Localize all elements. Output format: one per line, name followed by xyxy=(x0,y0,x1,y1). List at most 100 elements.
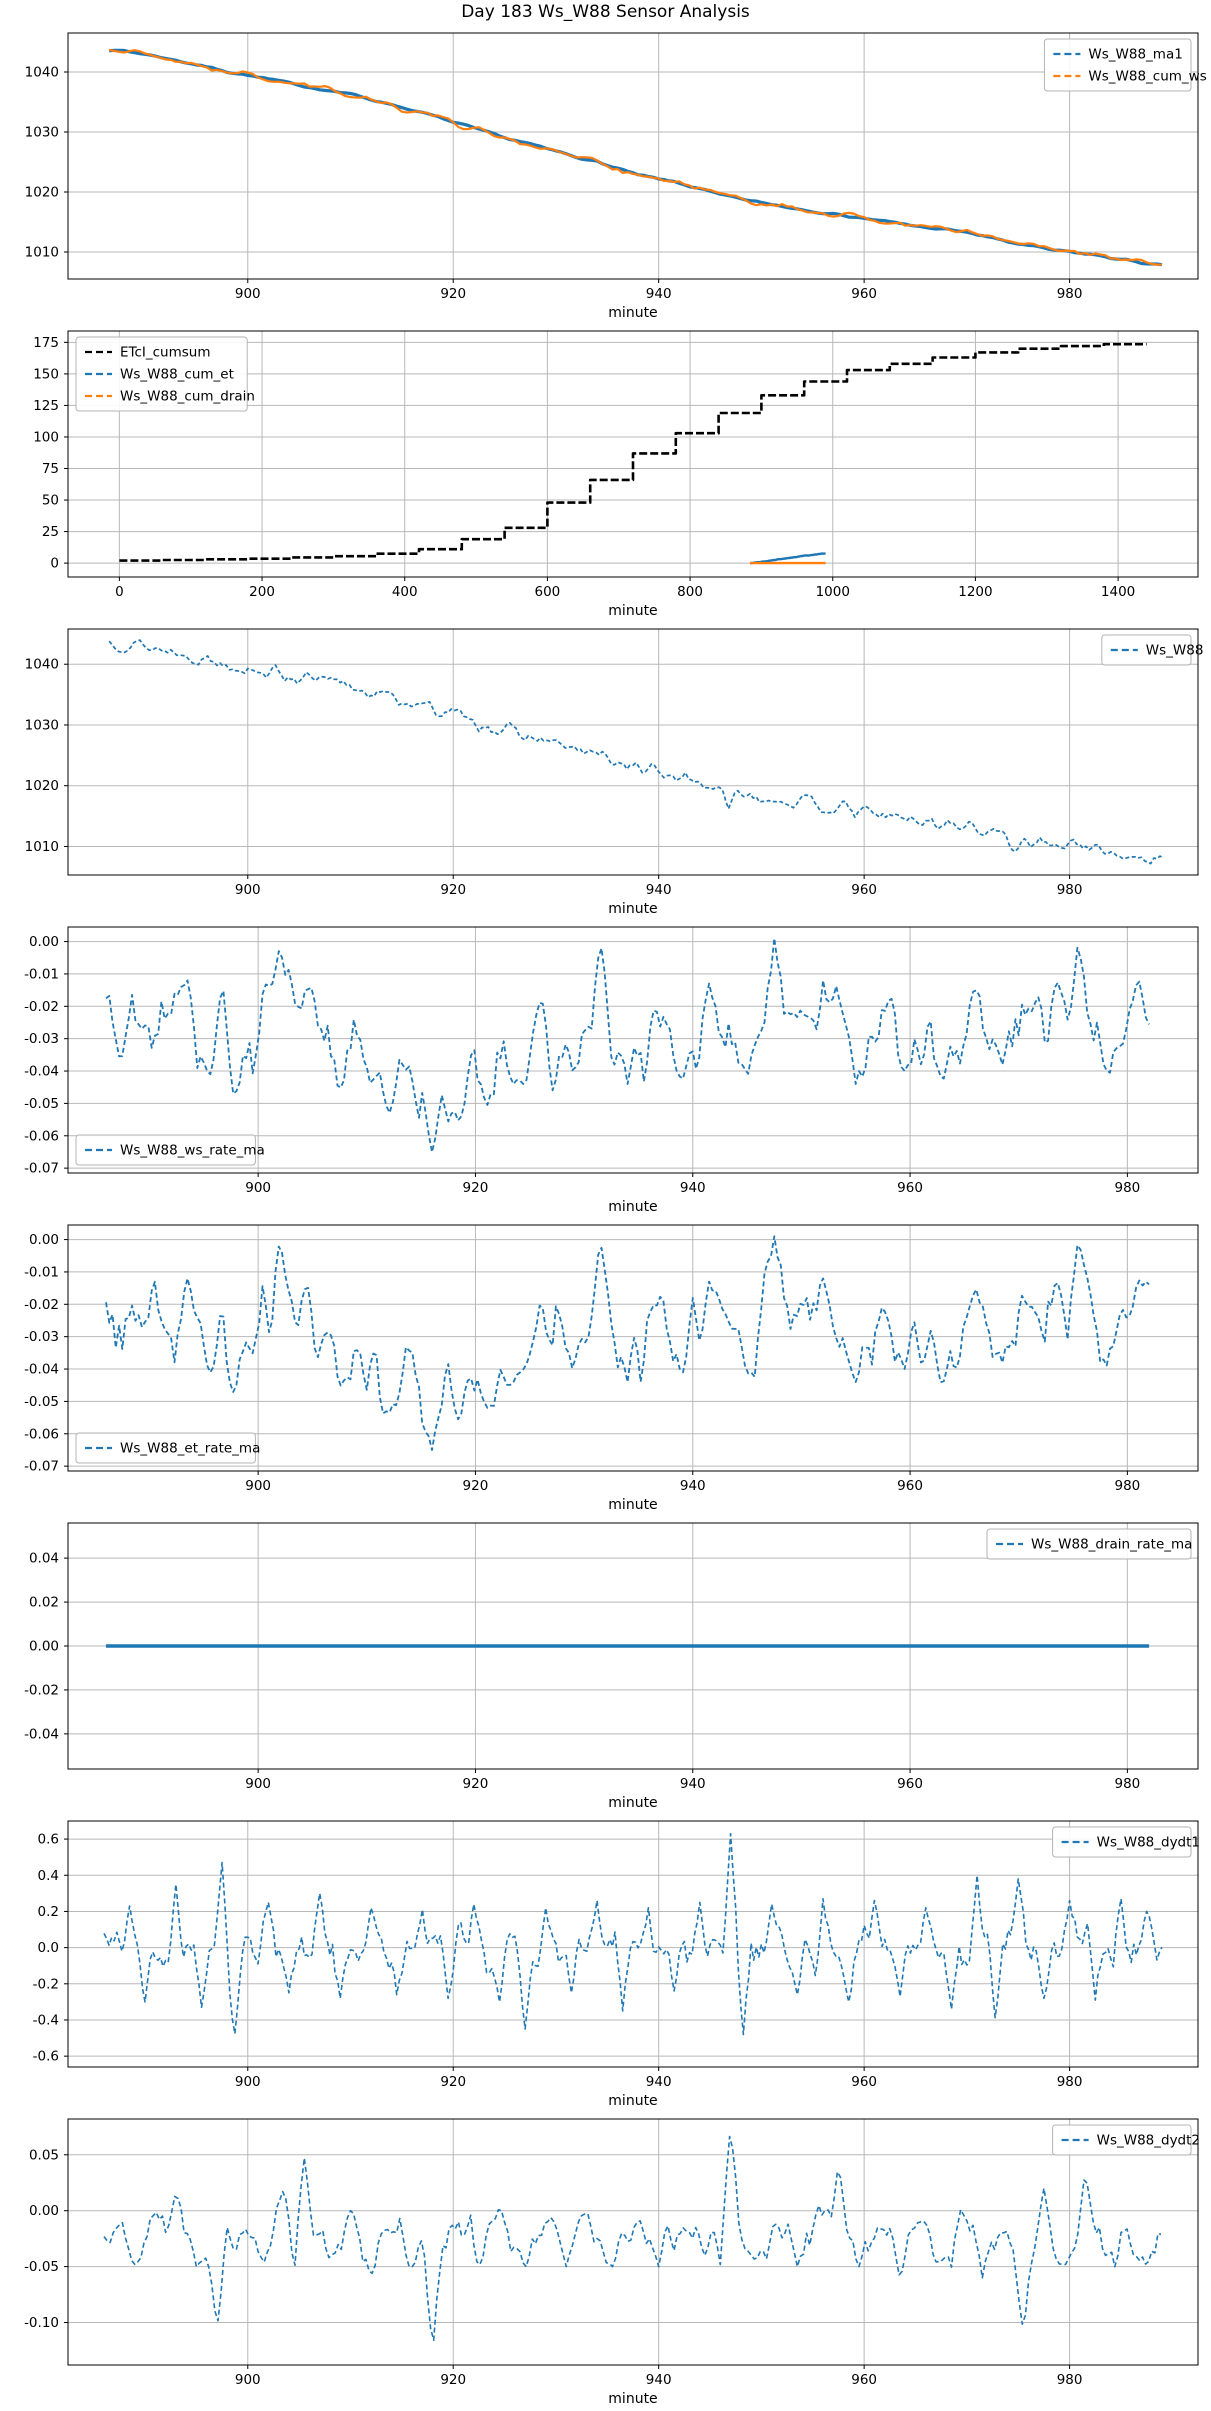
y-tick-label: 0 xyxy=(50,556,59,572)
subplot-6-canvas: 900 920 940 960 980 -0.04 -0.02 0.00 0.02 0.04 min… xyxy=(0,1515,1211,1813)
plot-background xyxy=(0,1217,1211,1515)
y-tick-label: -0.05 xyxy=(24,1394,59,1410)
x-tick-label: 940 xyxy=(680,1478,706,1494)
subplot-cumulative: 0 200 400 600 800 1000 1200 1400 0 25 50 75 100 125 15… xyxy=(0,323,1211,621)
x-tick-label: 980 xyxy=(1057,2074,1083,2090)
x-axis-label: minute xyxy=(608,901,657,917)
axes xyxy=(67,32,1199,280)
legend: Ws_W88_drain_rate_ma xyxy=(986,1528,1192,1560)
tick-marks xyxy=(64,941,1128,1177)
x-axis-label: minute xyxy=(608,603,657,619)
x-axis-label: minute xyxy=(608,2093,657,2109)
legend-label: Ws_W88_ma1 xyxy=(1088,47,1182,63)
axes xyxy=(67,1224,1199,1472)
plot-background xyxy=(0,621,1211,919)
series-group xyxy=(105,937,1150,1153)
y-tick-label: 1010 xyxy=(25,245,59,261)
tick-marks xyxy=(64,1838,1071,2071)
y-tick-label: -0.07 xyxy=(24,1161,59,1177)
subplot-4-canvas: 900 920 940 960 980 -0.07 -0.06 -0.05 -0.04 -0.03… xyxy=(0,919,1211,1217)
series-Ws_W88_et_rate_ma xyxy=(105,1235,1150,1451)
y-tick-label: 0.4 xyxy=(38,1868,59,1884)
legend-label: Ws_W88_drain_rate_ma xyxy=(1031,1537,1192,1553)
series-Ws_W88 xyxy=(108,639,1164,865)
legend-label: Ws_W88 xyxy=(1146,643,1204,659)
legend: Ws_W88_ma1 Ws_W88_cum_ws xyxy=(1043,38,1207,92)
y-tick-label: 1040 xyxy=(25,657,59,673)
tick-marks xyxy=(64,341,1119,581)
y-tick-label: -0.02 xyxy=(24,999,59,1015)
grid-lines xyxy=(68,2119,1198,2365)
axes xyxy=(67,628,1199,876)
subplot-dydt2: 900 920 940 960 980 -0.10 -0.05 0.00 0.05 minute W… xyxy=(0,2111,1211,2409)
x-tick-label: 980 xyxy=(1114,1180,1140,1196)
tick-labels: 900 920 940 960 980 -0.07 -0.06 -0.05 -0.04 -0.03… xyxy=(24,934,1140,1196)
x-tick-label: 900 xyxy=(245,1180,271,1196)
x-tick-label: 980 xyxy=(1057,286,1083,302)
series-ETcI_cumsum xyxy=(119,342,1147,562)
y-tick-label: -0.03 xyxy=(24,1329,59,1345)
y-tick-label: -0.05 xyxy=(24,1096,59,1112)
tick-labels: 900 920 940 960 980 -0.07 -0.06 -0.05 -0.04 -0.03… xyxy=(24,1232,1140,1494)
y-tick-label: 150 xyxy=(33,366,59,382)
axes xyxy=(67,1820,1199,2068)
legend-label: Ws_W88_et_rate_ma xyxy=(120,1441,260,1457)
x-tick-label: 920 xyxy=(440,882,466,898)
legend-label: Ws_W88_cum_ws xyxy=(1088,69,1206,85)
x-tick-label: 940 xyxy=(646,286,672,302)
y-tick-label: 1030 xyxy=(25,717,59,733)
x-tick-label: 600 xyxy=(535,584,561,600)
legend-label: ETcI_cumsum xyxy=(120,345,211,361)
x-axis-label: minute xyxy=(608,305,657,321)
grid-lines xyxy=(68,629,1198,875)
series-Ws_W88_dydt2 xyxy=(103,2135,1162,2341)
grid-lines xyxy=(68,331,1198,577)
legend: Ws_W88 xyxy=(1101,634,1204,666)
x-tick-label: 900 xyxy=(245,1776,271,1792)
series-Ws_W88_dydt1 xyxy=(103,1832,1163,2036)
x-tick-label: 900 xyxy=(245,1478,271,1494)
legend-label: Ws_W88_ws_rate_ma xyxy=(120,1143,265,1159)
x-tick-label: 920 xyxy=(440,286,466,302)
plot-background xyxy=(0,1515,1211,1813)
y-tick-label: 0.04 xyxy=(29,1551,59,1567)
x-tick-label: 940 xyxy=(646,2372,672,2388)
x-tick-label: 960 xyxy=(851,2372,877,2388)
series-group xyxy=(105,1235,1150,1451)
x-tick-label: 940 xyxy=(680,1776,706,1792)
x-tick-label: 0 xyxy=(115,584,124,600)
y-tick-label: -0.05 xyxy=(24,2259,59,2275)
subplot-7-canvas: 900 920 940 960 980 -0.6 -0.4 -0.2 0.0 0.2 0.4 0.6 m… xyxy=(0,1813,1211,2111)
y-tick-label: -0.06 xyxy=(24,1128,59,1144)
tick-marks xyxy=(64,1557,1128,1773)
grid-lines xyxy=(68,1821,1198,2067)
y-tick-label: 0.2 xyxy=(38,1904,59,1920)
x-tick-label: 960 xyxy=(851,882,877,898)
subplot-5-canvas: 900 920 940 960 980 -0.07 -0.06 -0.05 -0.04 -0.03… xyxy=(0,1217,1211,1515)
x-tick-label: 940 xyxy=(646,2074,672,2090)
legend-label: Ws_W88_dydt2 xyxy=(1097,2133,1200,2149)
subplot-1-canvas: 900 920 940 960 980 1010 1020 1030 1040 minute Ws_… xyxy=(0,25,1211,323)
y-tick-label: -0.6 xyxy=(33,2049,59,2065)
grid-lines xyxy=(68,33,1198,279)
x-tick-label: 980 xyxy=(1057,2372,1083,2388)
y-tick-label: 1030 xyxy=(25,125,59,141)
x-tick-label: 900 xyxy=(235,882,261,898)
tick-labels: 900 920 940 960 980 -0.6 -0.4 -0.2 0.0 0.2 0.4 0.6 xyxy=(33,1832,1083,2090)
y-tick-label: 0.00 xyxy=(29,2203,59,2219)
y-tick-label: -0.07 xyxy=(24,1459,59,1475)
series-group xyxy=(103,1832,1163,2036)
y-tick-label: 100 xyxy=(33,429,59,445)
legend: Ws_W88_et_rate_ma xyxy=(75,1432,260,1464)
y-tick-label: 0.6 xyxy=(38,1832,59,1848)
subplot-drain-rate-ma: 900 920 940 960 980 -0.04 -0.02 0.00 0.02 0.04 min… xyxy=(0,1515,1211,1813)
x-tick-label: 980 xyxy=(1114,1478,1140,1494)
grid-lines xyxy=(68,927,1198,1173)
y-tick-label: 1020 xyxy=(25,185,59,201)
tick-labels: 900 920 940 960 980 1010 1020 1030 1040 xyxy=(25,657,1083,898)
x-tick-label: 940 xyxy=(680,1180,706,1196)
x-axis-label: minute xyxy=(608,2391,657,2407)
y-tick-label: -0.03 xyxy=(24,1031,59,1047)
series-group xyxy=(119,342,1147,565)
